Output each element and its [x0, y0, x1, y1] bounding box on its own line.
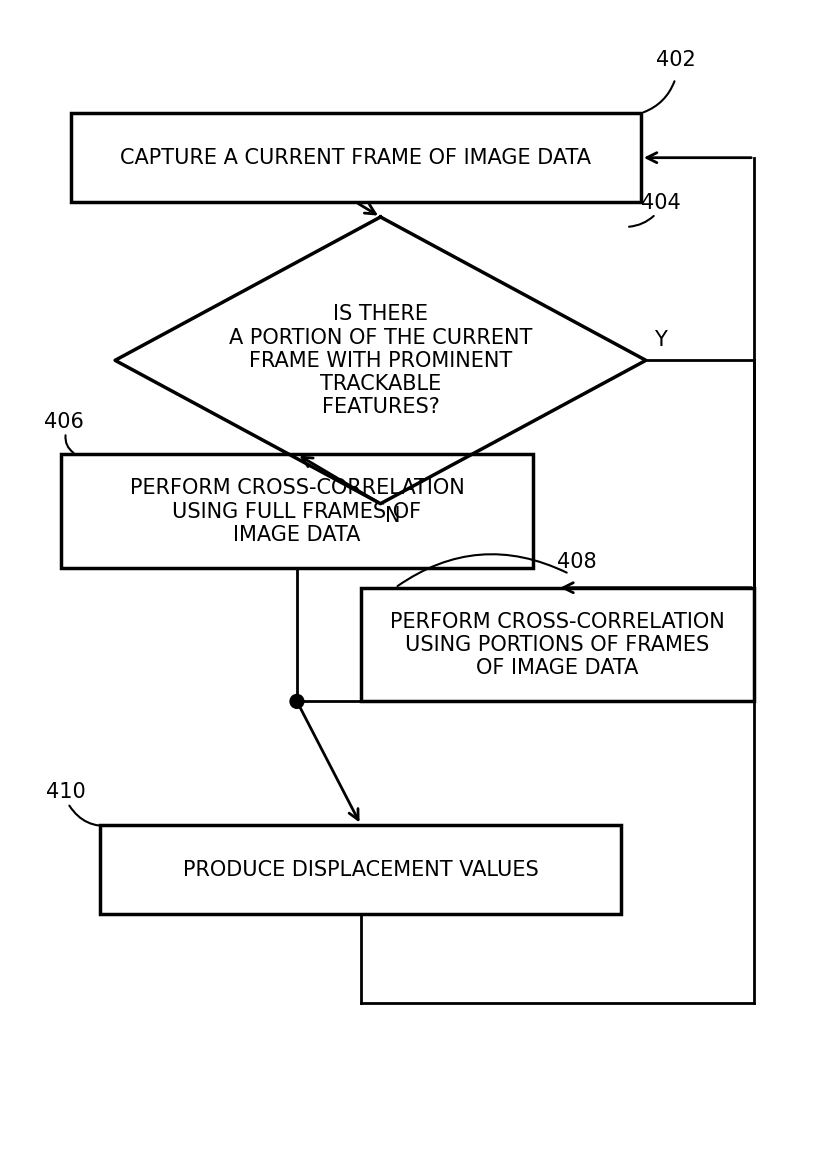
Text: 406: 406 [44, 412, 84, 432]
Text: N: N [385, 506, 401, 526]
Text: PERFORM CROSS-CORRELATION
USING FULL FRAMES OF
IMAGE DATA: PERFORM CROSS-CORRELATION USING FULL FRA… [129, 478, 465, 544]
Text: CAPTURE A CURRENT FRAME OF IMAGE DATA: CAPTURE A CURRENT FRAME OF IMAGE DATA [120, 148, 591, 168]
Text: 402: 402 [656, 50, 695, 70]
Text: PRODUCE DISPLACEMENT VALUES: PRODUCE DISPLACEMENT VALUES [183, 860, 539, 880]
Text: IS THERE
A PORTION OF THE CURRENT
FRAME WITH PROMINENT
TRACKABLE
FEATURES?: IS THERE A PORTION OF THE CURRENT FRAME … [229, 305, 533, 417]
FancyBboxPatch shape [71, 113, 641, 202]
Text: 408: 408 [557, 552, 597, 572]
Circle shape [290, 695, 303, 709]
Text: Y: Y [654, 329, 667, 350]
FancyBboxPatch shape [361, 588, 754, 702]
FancyBboxPatch shape [61, 454, 533, 568]
Text: 410: 410 [47, 781, 86, 801]
FancyBboxPatch shape [101, 825, 622, 915]
Text: PERFORM CROSS-CORRELATION
USING PORTIONS OF FRAMES
OF IMAGE DATA: PERFORM CROSS-CORRELATION USING PORTIONS… [390, 612, 725, 677]
Text: 404: 404 [641, 193, 681, 213]
